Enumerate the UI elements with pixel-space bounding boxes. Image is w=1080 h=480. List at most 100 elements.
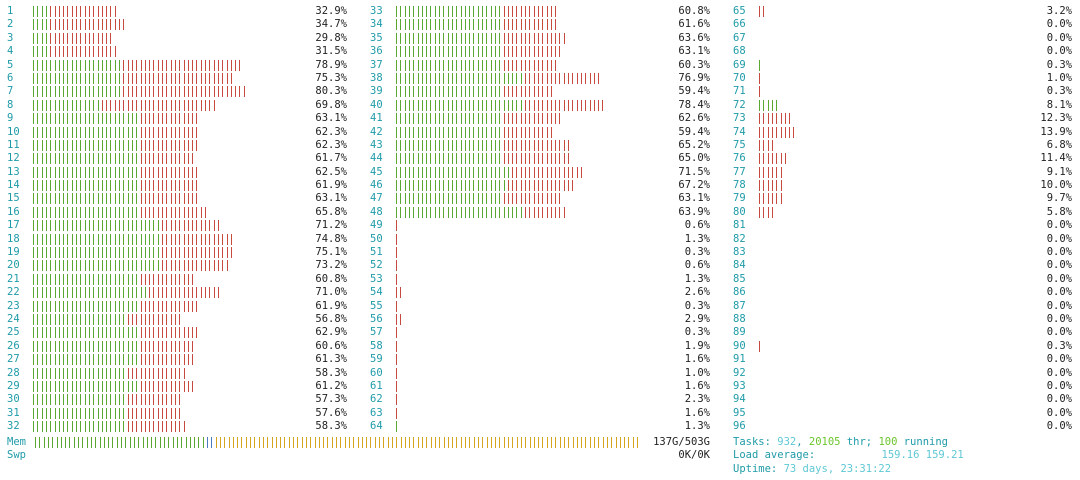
cpu-percent: 9.1% — [1046, 165, 1072, 178]
user-tick — [54, 113, 56, 125]
tasks-line: Tasks: 932, 20105 thr; 100 running — [733, 436, 948, 449]
user-tick — [106, 153, 108, 165]
kernel-tick — [537, 72, 539, 84]
user-tick — [50, 86, 52, 98]
cpu-percent: 34.7% — [315, 18, 347, 31]
user-tick — [33, 260, 34, 272]
cache-tick — [250, 436, 251, 448]
user-tick — [469, 166, 471, 178]
user-tick — [93, 59, 95, 71]
cpu-percent: 1.6% — [684, 353, 710, 366]
kernel-tick — [153, 206, 155, 218]
used-tick — [202, 436, 204, 448]
user-tick — [97, 407, 99, 419]
kernel-tick — [550, 32, 552, 44]
user-tick — [451, 46, 453, 58]
cache-tick — [305, 436, 307, 448]
user-tick — [33, 113, 34, 125]
cache-tick — [619, 436, 621, 448]
user-tick — [88, 126, 90, 138]
user-tick — [41, 126, 43, 138]
user-tick — [477, 32, 479, 44]
user-tick — [460, 6, 462, 17]
cpu-number: 6 — [7, 71, 14, 84]
kernel-tick — [507, 59, 509, 71]
kernel-tick — [144, 139, 146, 151]
cpu-percent: 63.1% — [315, 112, 347, 125]
user-tick — [417, 153, 419, 165]
user-tick — [45, 340, 47, 352]
user-tick — [131, 247, 133, 259]
user-tick — [114, 273, 116, 285]
kernel-tick — [144, 99, 146, 111]
user-tick — [127, 206, 129, 218]
memory-value: 137G/503G — [653, 435, 710, 448]
user-tick — [136, 113, 138, 125]
kernel-tick — [183, 180, 185, 192]
user-tick — [101, 421, 103, 433]
user-tick — [80, 313, 82, 325]
user-tick — [486, 153, 488, 165]
cpu-meter-19: 19 75.1% — [7, 246, 347, 259]
kernel-tick — [162, 340, 163, 352]
user-tick — [473, 193, 475, 205]
kernel-tick — [602, 99, 604, 111]
kernel-tick — [196, 99, 198, 111]
user-tick — [430, 72, 432, 84]
kernel-tick — [187, 180, 189, 192]
kernel-tick — [771, 166, 773, 178]
cpu-percent: 60.3% — [678, 58, 710, 71]
user-tick — [464, 32, 466, 44]
cpu-percent: 62.9% — [315, 326, 347, 339]
user-tick — [451, 59, 453, 71]
kernel-tick — [196, 126, 198, 138]
user-tick — [460, 206, 462, 218]
kernel-tick — [759, 180, 760, 192]
user-tick — [54, 313, 56, 325]
kernel-tick — [174, 206, 176, 218]
kernel-tick — [192, 340, 194, 352]
cpu-number: 47 — [370, 192, 383, 205]
user-tick — [33, 273, 34, 285]
kernel-tick — [576, 72, 578, 84]
kernel-tick — [136, 367, 138, 379]
kernel-tick — [512, 126, 514, 138]
kernel-tick — [149, 72, 151, 84]
kernel-tick — [512, 180, 514, 192]
kernel-tick — [179, 300, 181, 312]
cpu-percent: 0.0% — [1046, 420, 1072, 433]
user-tick — [464, 166, 466, 178]
user-tick — [460, 193, 462, 205]
kernel-tick — [239, 86, 241, 98]
user-tick — [482, 153, 483, 165]
cpu-meter-93: 93 0.0% — [733, 380, 1072, 393]
user-tick — [45, 287, 47, 299]
kernel-tick — [144, 72, 146, 84]
kernel-tick — [529, 6, 531, 17]
user-tick — [37, 99, 39, 111]
user-tick — [37, 300, 39, 312]
cache-tick — [370, 436, 372, 448]
user-tick — [93, 247, 95, 259]
kernel-tick — [179, 59, 181, 71]
cpu-percent: 61.9% — [315, 299, 347, 312]
cpu-meter-75: 75 6.8% — [733, 139, 1072, 152]
user-tick — [408, 46, 410, 58]
cpu-percent: 71.5% — [678, 165, 710, 178]
kernel-tick — [170, 394, 172, 406]
user-tick — [131, 206, 133, 218]
user-tick — [58, 273, 60, 285]
kernel-tick — [533, 72, 535, 84]
user-tick — [88, 193, 90, 205]
kernel-tick — [520, 86, 522, 98]
user-tick — [119, 126, 120, 138]
cache-tick — [357, 436, 359, 448]
user-tick — [84, 139, 86, 151]
kernel-tick — [230, 59, 232, 71]
cpu-number: 88 — [733, 312, 746, 325]
user-tick — [400, 126, 402, 138]
kernel-tick — [162, 421, 163, 433]
user-tick — [464, 19, 466, 31]
kernel-tick — [183, 354, 185, 366]
kernel-tick — [537, 113, 539, 125]
